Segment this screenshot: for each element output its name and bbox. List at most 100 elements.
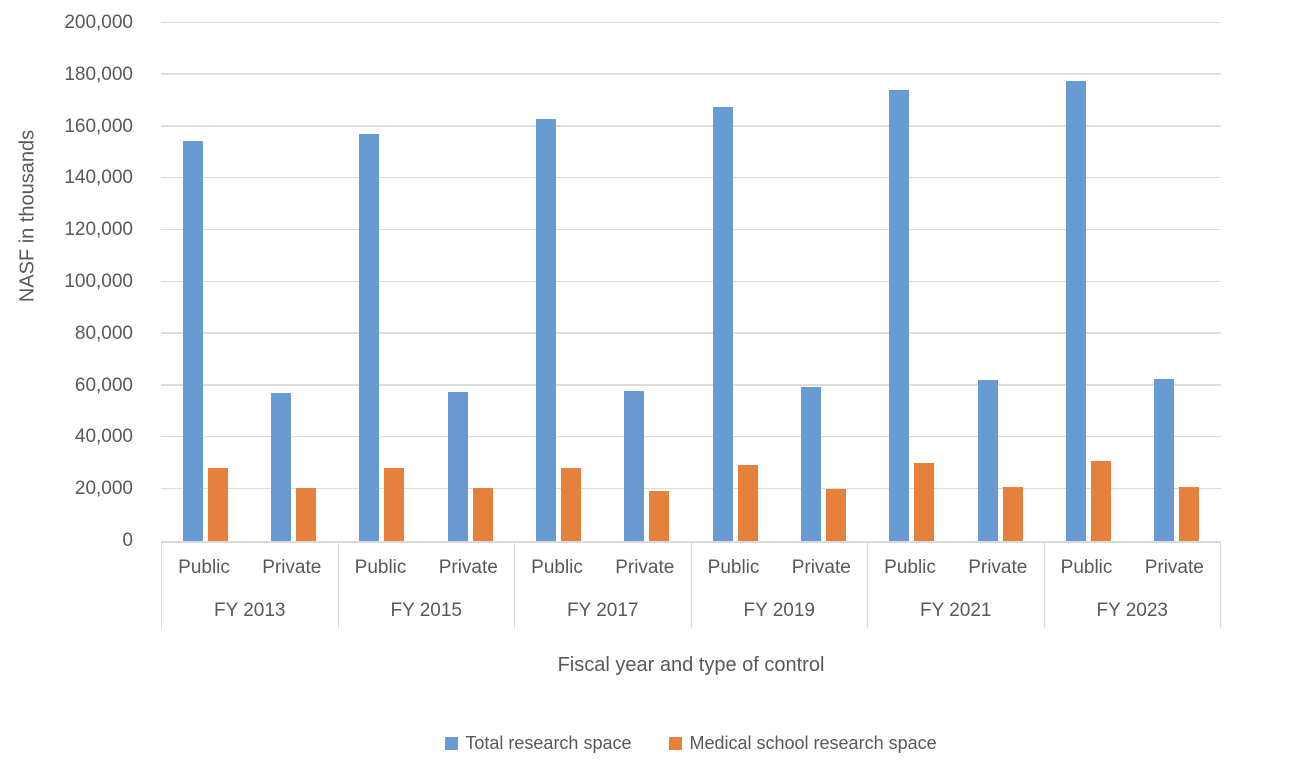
- subcategory-row-fy-2017: Public Private: [515, 543, 691, 593]
- y-tick-label: 140,000: [64, 167, 133, 189]
- group-row-fy-2015: FY 2015: [339, 593, 515, 628]
- bar-total-research-space-fy-2023-public: [1066, 81, 1087, 541]
- bar-pair-fy-2023-private: [1154, 23, 1200, 541]
- group-row-fy-2023: FY 2023: [1045, 593, 1221, 628]
- subcategory-row-fy-2015: Public Private: [339, 543, 515, 593]
- legend: Total research space Medical school rese…: [161, 733, 1221, 754]
- bar-medical-school-research-space-fy-2017-private: [649, 490, 670, 541]
- bar-group-fy-2015: [338, 23, 515, 541]
- bar-total-research-space-fy-2021-public: [889, 90, 910, 541]
- gridline: [161, 228, 1221, 231]
- category-cell-fy-2019: Public Private FY 2019: [690, 543, 868, 628]
- bar-medical-school-research-space-fy-2015-public: [384, 468, 405, 541]
- category-label-public-fy-2017: Public: [531, 557, 583, 578]
- bar-medical-school-research-space-fy-2013-private: [295, 487, 316, 541]
- group-row-fy-2013: FY 2013: [162, 593, 338, 628]
- category-cell-fy-2021: Public Private FY 2021: [867, 543, 1044, 628]
- category-label-private-fy-2023: Private: [1144, 557, 1204, 578]
- category-label-public-fy-2023: Public: [1060, 557, 1113, 578]
- gridline: [161, 176, 1221, 179]
- gridline: [161, 487, 1221, 490]
- bar-pair-fy-2015-private: [447, 23, 493, 541]
- bar-total-research-space-fy-2015-private: [447, 392, 468, 541]
- legend-swatch-medical-school-research-space: [669, 737, 683, 750]
- bar-pair-fy-2021-private: [977, 23, 1023, 541]
- y-tick-label: 180,000: [64, 63, 133, 85]
- bar-total-research-space-fy-2017-public: [536, 118, 556, 541]
- bar-group-fy-2021: [868, 23, 1045, 541]
- y-tick-label: 120,000: [64, 219, 133, 241]
- bar-group-fy-2023: [1044, 23, 1221, 541]
- plot-area: [161, 21, 1221, 543]
- y-tick-label: 20,000: [74, 478, 133, 500]
- bars-layer: [161, 23, 1221, 541]
- bar-total-research-space-fy-2019-public: [712, 107, 733, 541]
- gridline: [161, 332, 1221, 334]
- bar-group-fy-2013: [161, 23, 338, 541]
- bar-total-research-space-fy-2017-private: [624, 390, 645, 541]
- y-tick-label: 0: [122, 530, 133, 551]
- group-label-fy-2017: FY 2017: [567, 599, 639, 621]
- gridline: [161, 73, 1221, 75]
- category-label-public-fy-2019: Public: [707, 557, 760, 578]
- group-label-fy-2023: FY 2023: [1096, 599, 1168, 621]
- group-label-fy-2021: FY 2021: [920, 599, 992, 621]
- category-label-public-fy-2021: Public: [884, 557, 936, 578]
- gridline: [161, 435, 1221, 438]
- subcategory-row-fy-2013: Public Private: [162, 543, 338, 593]
- gridline: [161, 280, 1221, 282]
- bar-pair-fy-2019-private: [801, 23, 846, 541]
- group-row-fy-2017: FY 2017: [515, 593, 691, 628]
- bar-medical-school-research-space-fy-2023-private: [1179, 486, 1200, 541]
- bar-pair-fy-2019-public: [712, 23, 758, 541]
- category-label-private-fy-2017: Private: [615, 557, 675, 578]
- subcategory-row-fy-2019: Public Private: [692, 543, 868, 593]
- group-label-fy-2013: FY 2013: [214, 599, 286, 621]
- bar-pair-fy-2021-public: [889, 23, 935, 541]
- category-cell-fy-2015: Public Private FY 2015: [337, 543, 515, 628]
- y-axis-ticks: 0 20,000 40,000 60,000 80,000 100,000 120,000 1…: [0, 12, 133, 551]
- category-cell-fy-2013: Public Private FY 2013: [161, 543, 338, 628]
- category-cell-fy-2023: Public Private FY 2023: [1043, 543, 1221, 628]
- bar-pair-fy-2015-public: [359, 23, 405, 541]
- category-label-private-fy-2015: Private: [438, 557, 498, 578]
- group-label-fy-2019: FY 2019: [743, 599, 815, 621]
- legend-item-medical-school-research-space: Medical school research space: [669, 733, 937, 754]
- gridline: [161, 21, 1221, 23]
- bar-medical-school-research-space-fy-2021-public: [914, 463, 935, 541]
- legend-label-total-research-space: Total research space: [465, 733, 632, 753]
- bar-pair-fy-2013-public: [182, 23, 228, 541]
- subcategory-row-fy-2021: Public Private: [868, 543, 1044, 593]
- bar-medical-school-research-space-fy-2019-public: [737, 464, 758, 541]
- y-tick-label: 160,000: [64, 115, 133, 137]
- bar-pair-fy-2017-public: [536, 23, 581, 541]
- bar-total-research-space-fy-2019-private: [801, 386, 821, 541]
- group-row-fy-2019: FY 2019: [692, 593, 868, 628]
- bar-group-fy-2017: [514, 23, 691, 541]
- bar-pair-fy-2013-private: [270, 23, 316, 541]
- y-tick-label: 80,000: [74, 322, 133, 344]
- category-label-private-fy-2013: Private: [262, 557, 322, 578]
- bar-total-research-space-fy-2021-private: [977, 380, 998, 541]
- y-tick-label: 60,000: [74, 374, 133, 396]
- legend-label-medical-school-research-space: Medical school research space: [689, 733, 937, 753]
- category-cell-fy-2017: Public Private FY 2017: [514, 543, 691, 628]
- bar-total-research-space-fy-2023-private: [1154, 379, 1175, 541]
- bar-medical-school-research-space-fy-2021-private: [1002, 486, 1023, 541]
- bar-total-research-space-fy-2015-public: [359, 134, 380, 541]
- gridline: [161, 125, 1221, 127]
- gridline: [161, 384, 1221, 386]
- bar-medical-school-research-space-fy-2015-private: [472, 487, 493, 541]
- category-label-public-fy-2013: Public: [178, 557, 230, 578]
- bar-group-fy-2019: [691, 23, 868, 541]
- y-tick-label: 200,000: [64, 12, 133, 33]
- bar-total-research-space-fy-2013-public: [182, 140, 203, 541]
- subcategory-row-fy-2023: Public Private: [1045, 543, 1221, 593]
- bar-medical-school-research-space-fy-2013-public: [207, 468, 228, 541]
- group-label-fy-2015: FY 2015: [390, 599, 462, 621]
- bar-total-research-space-fy-2013-private: [270, 393, 291, 541]
- category-label-private-fy-2019: Private: [791, 557, 851, 578]
- legend-swatch-total-research-space: [445, 737, 459, 750]
- bar-medical-school-research-space-fy-2023-public: [1091, 460, 1112, 541]
